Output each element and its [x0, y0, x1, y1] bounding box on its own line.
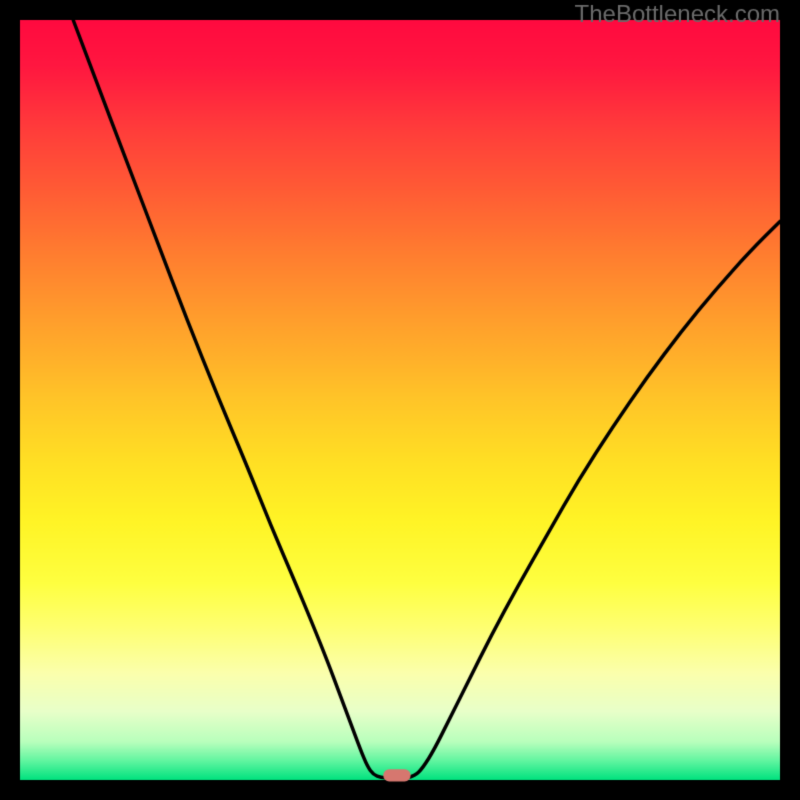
bottleneck-chart [0, 0, 800, 800]
